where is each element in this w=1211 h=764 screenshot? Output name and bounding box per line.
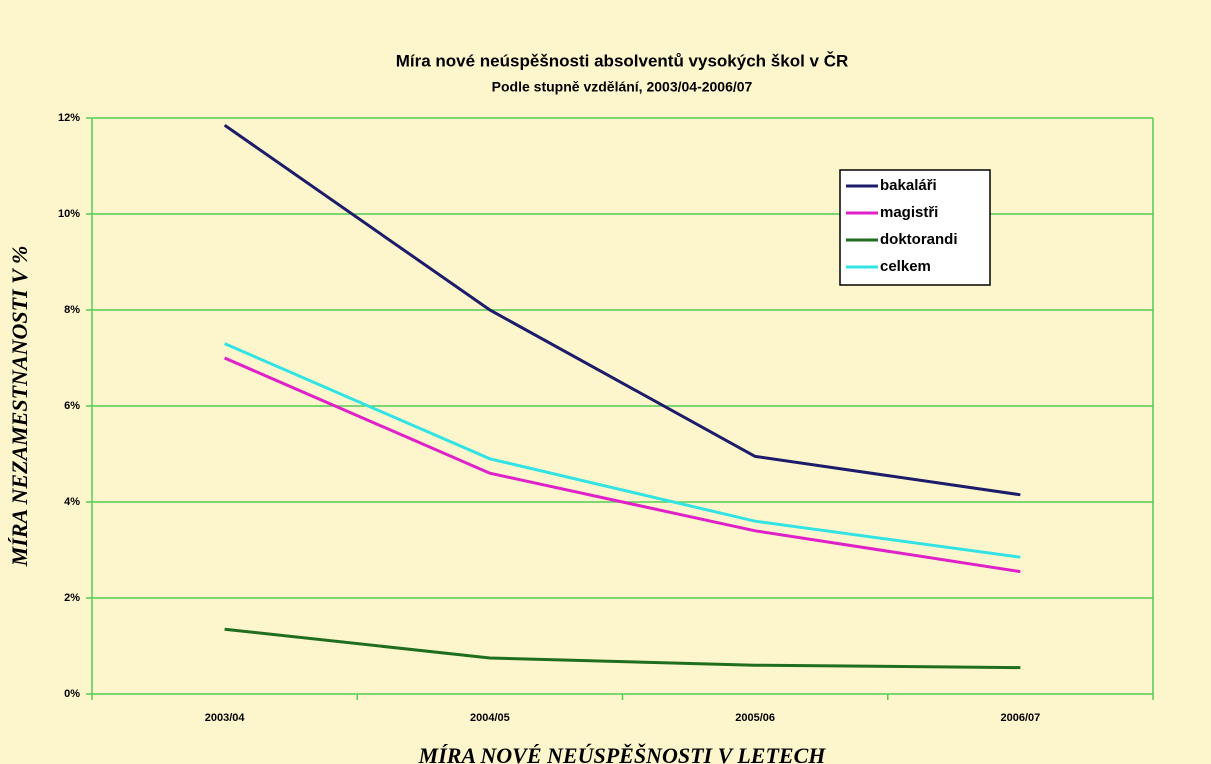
x-tick-label: 2003/04	[205, 712, 246, 724]
y-tick-label: 2%	[64, 592, 80, 604]
series-line	[224, 342, 1021, 559]
x-tick-label: 2006/07	[1000, 712, 1040, 724]
x-axis-label: MÍRA NOVÉ NEÚSPĚŠNOSTI V LETECH	[418, 743, 827, 764]
chart-subtitle: Podle stupně vzdělání, 2003/04-2006/07	[492, 79, 753, 95]
series-line	[223, 123, 1021, 497]
y-tick-label: 10%	[58, 208, 80, 220]
y-tick-label: 8%	[64, 304, 80, 316]
legend-label: bakaláři	[880, 177, 937, 194]
series-line	[224, 627, 1021, 670]
x-tick-label: 2004/05	[470, 712, 510, 724]
y-tick-label: 12%	[58, 112, 80, 124]
x-tick-label: 2005/06	[735, 712, 775, 724]
y-tick-label: 0%	[64, 688, 80, 700]
legend-label: magistři	[880, 204, 938, 221]
y-tick-label: 6%	[64, 400, 80, 412]
y-tick-label: 4%	[64, 496, 80, 508]
y-axis-label: MÍRA NEZAMESTNANOSTI V %	[7, 246, 32, 568]
legend-label: celkem	[880, 258, 931, 275]
legend-label: doktorandi	[880, 231, 958, 248]
series-line	[224, 356, 1021, 574]
chart-title: Míra nové neúspěšnosti absolventů vysoký…	[396, 51, 849, 70]
